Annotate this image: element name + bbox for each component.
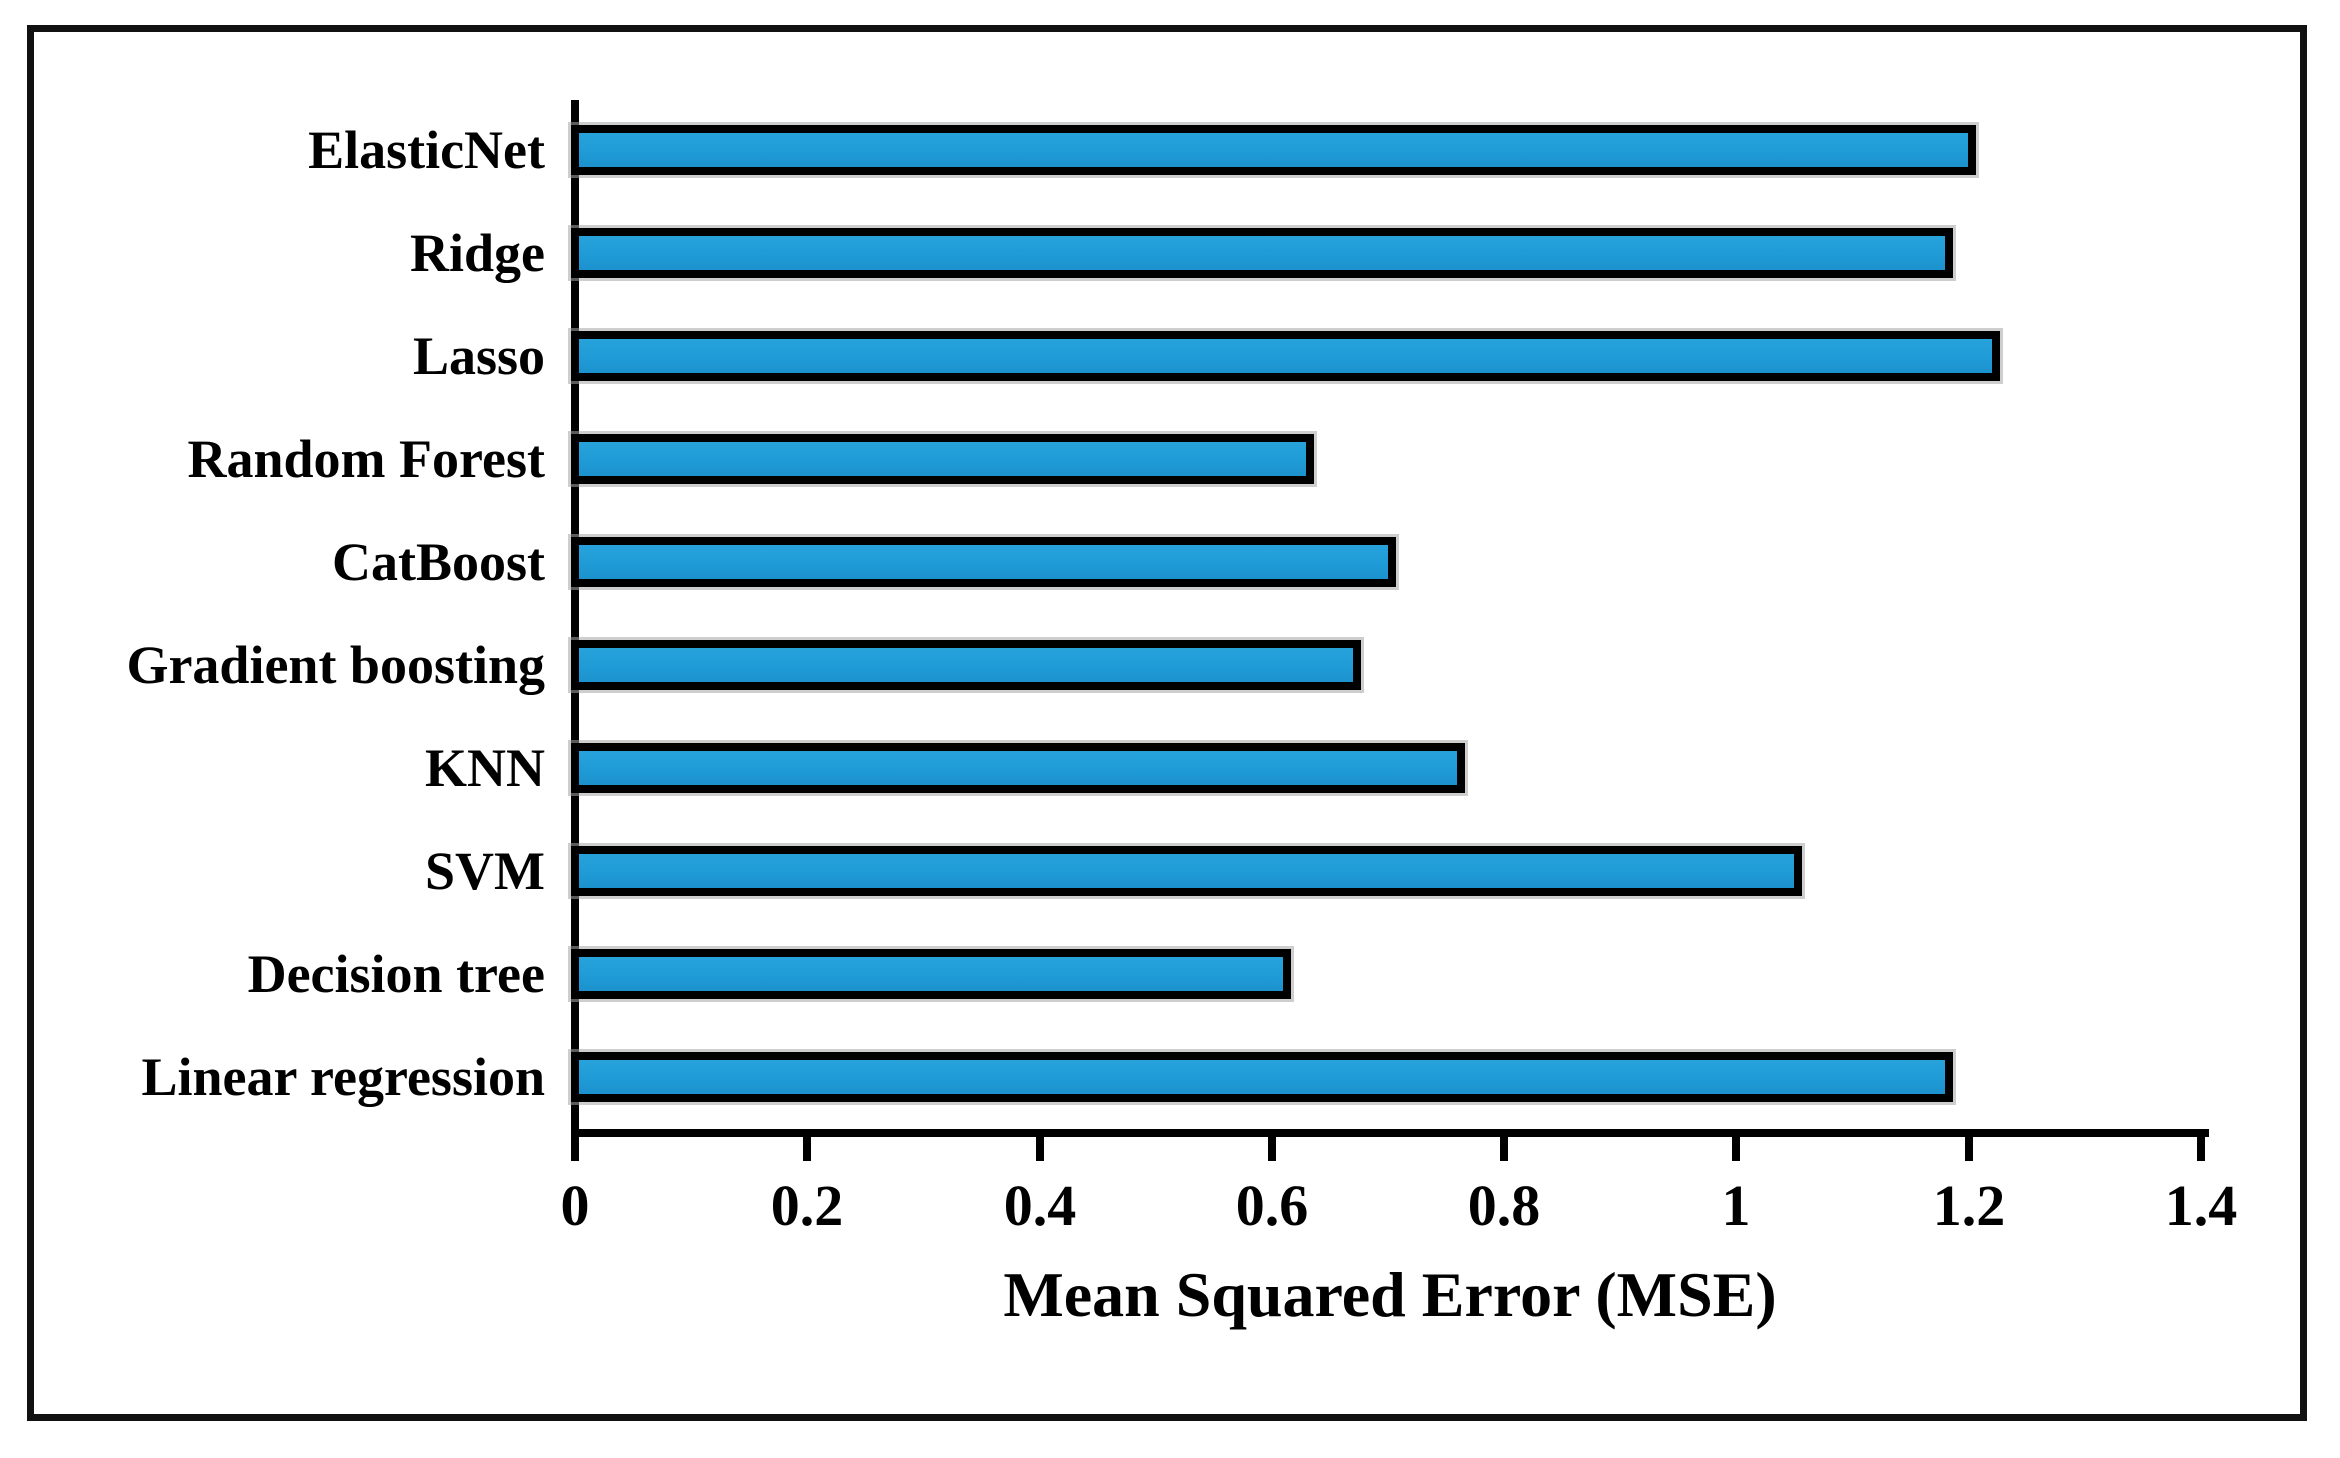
x-tick-1-4 [2197,1137,2205,1161]
category-label-knn: KNN [425,738,545,798]
category-label-linear-regression: Linear regression [141,1047,546,1107]
y-axis-line [571,100,579,1137]
category-label-svm: SVM [425,841,545,901]
bar-lasso [571,331,2000,381]
x-tick-0-6 [1268,1137,1276,1161]
category-label-catboost: CatBoost [332,532,545,592]
category-label-elasticnet: ElasticNet [308,120,545,180]
x-tick-0-4 [1036,1137,1044,1161]
x-tick-0-8 [1500,1137,1508,1161]
category-label-gradient-boosting: Gradient boosting [126,635,545,695]
bar-gradient-boosting [571,640,1361,690]
bar-decision-tree [571,949,1291,999]
x-tick-label-1-2: 1.2 [1932,1173,2006,1238]
bar-elasticnet [571,125,1976,175]
bar-linear-regression [571,1052,1953,1102]
x-tick-0 [571,1137,579,1161]
category-label-random-forest: Random Forest [187,429,546,489]
x-tick-label-1: 1 [1721,1173,1751,1238]
bar-ridge [571,228,1953,278]
x-tick-1 [1732,1137,1740,1161]
bar-svm [571,846,1802,896]
x-tick-label-0-6: 0.6 [1235,1173,1309,1238]
x-tick-1-2 [1965,1137,1973,1161]
x-tick-label-1-4: 1.4 [2164,1173,2238,1238]
bar-catboost [571,537,1396,587]
category-label-decision-tree: Decision tree [247,944,545,1004]
x-axis-title: Mean Squared Error (MSE) [1003,1259,1777,1330]
category-label-lasso: Lasso [412,326,545,386]
category-label-ridge: Ridge [410,223,545,283]
x-axis-line [571,1129,2209,1137]
x-tick-0-2 [803,1137,811,1161]
x-tick-label-0-2: 0.2 [770,1173,844,1238]
x-tick-label-0: 0 [560,1173,590,1238]
x-tick-label-0-8: 0.8 [1467,1173,1541,1238]
x-tick-label-0-4: 0.4 [1003,1173,1077,1238]
bar-knn [571,743,1465,793]
bar-random-forest [571,434,1314,484]
